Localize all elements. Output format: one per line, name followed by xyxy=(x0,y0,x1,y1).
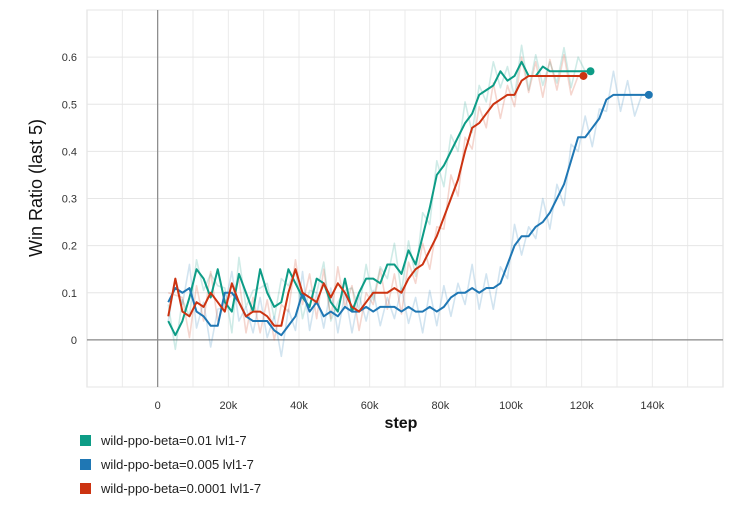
legend: wild-ppo-beta=0.01 lvl1-7 wild-ppo-beta=… xyxy=(80,428,261,500)
series-end-point xyxy=(586,67,595,76)
raw-series-line xyxy=(168,53,584,341)
series-end-point xyxy=(644,90,653,99)
x-tick-label: 60k xyxy=(361,400,379,412)
legend-label-beta-0-0001: wild-ppo-beta=0.0001 lvl1-7 xyxy=(101,480,262,496)
tick-labels-layer: 0 20k 40k 60k 80k 100k 120k 140k 0 0.1 0.2 0.3 0.4 0.… xyxy=(62,52,665,412)
legend-item-beta-0-0001[interactable]: wild-ppo-beta=0.0001 lvl1-7 xyxy=(80,476,261,500)
x-tick-label: 100k xyxy=(499,400,523,412)
legend-label-beta-0-01: wild-ppo-beta=0.01 lvl1-7 xyxy=(101,432,247,448)
series-line xyxy=(167,93,649,337)
legend-swatch-beta-0-01 xyxy=(80,434,91,446)
y-tick-label: 0.3 xyxy=(62,194,77,206)
x-tick-label: 120k xyxy=(570,400,594,412)
x-tick-label: 0 xyxy=(155,400,161,412)
x-tick-label: 140k xyxy=(640,400,664,412)
x-tick-label: 20k xyxy=(219,400,237,412)
raw-series-line xyxy=(167,70,649,358)
legend-label-beta-0-005: wild-ppo-beta=0.005 lvl1-7 xyxy=(101,456,254,472)
y-tick-label: 0.2 xyxy=(62,241,77,253)
legend-item-beta-0-005[interactable]: wild-ppo-beta=0.005 lvl1-7 xyxy=(80,452,261,476)
y-tick-label: 0 xyxy=(71,335,77,347)
x-axis-title: step xyxy=(385,415,418,432)
series-end-point xyxy=(579,71,588,80)
grid-layer xyxy=(87,9,723,388)
x-tick-label: 80k xyxy=(431,400,449,412)
series-line xyxy=(167,74,584,327)
legend-swatch-beta-0-0001 xyxy=(80,482,91,494)
y-tick-label: 0.1 xyxy=(62,288,77,300)
y-axis-title: Win Ratio (last 5) xyxy=(26,119,46,257)
legend-swatch-beta-0-005 xyxy=(80,458,91,470)
axes-layer xyxy=(87,10,723,387)
y-tick-label: 0.6 xyxy=(62,52,77,64)
series-line xyxy=(167,60,591,337)
smoothed-series-layer xyxy=(167,60,653,337)
legend-item-beta-0-01[interactable]: wild-ppo-beta=0.01 lvl1-7 xyxy=(80,428,261,452)
y-tick-label: 0.4 xyxy=(62,146,77,158)
y-tick-label: 0.5 xyxy=(62,99,77,111)
raw-series-line xyxy=(167,44,591,351)
x-tick-label: 40k xyxy=(290,400,308,412)
raw-series-layer xyxy=(167,44,649,358)
